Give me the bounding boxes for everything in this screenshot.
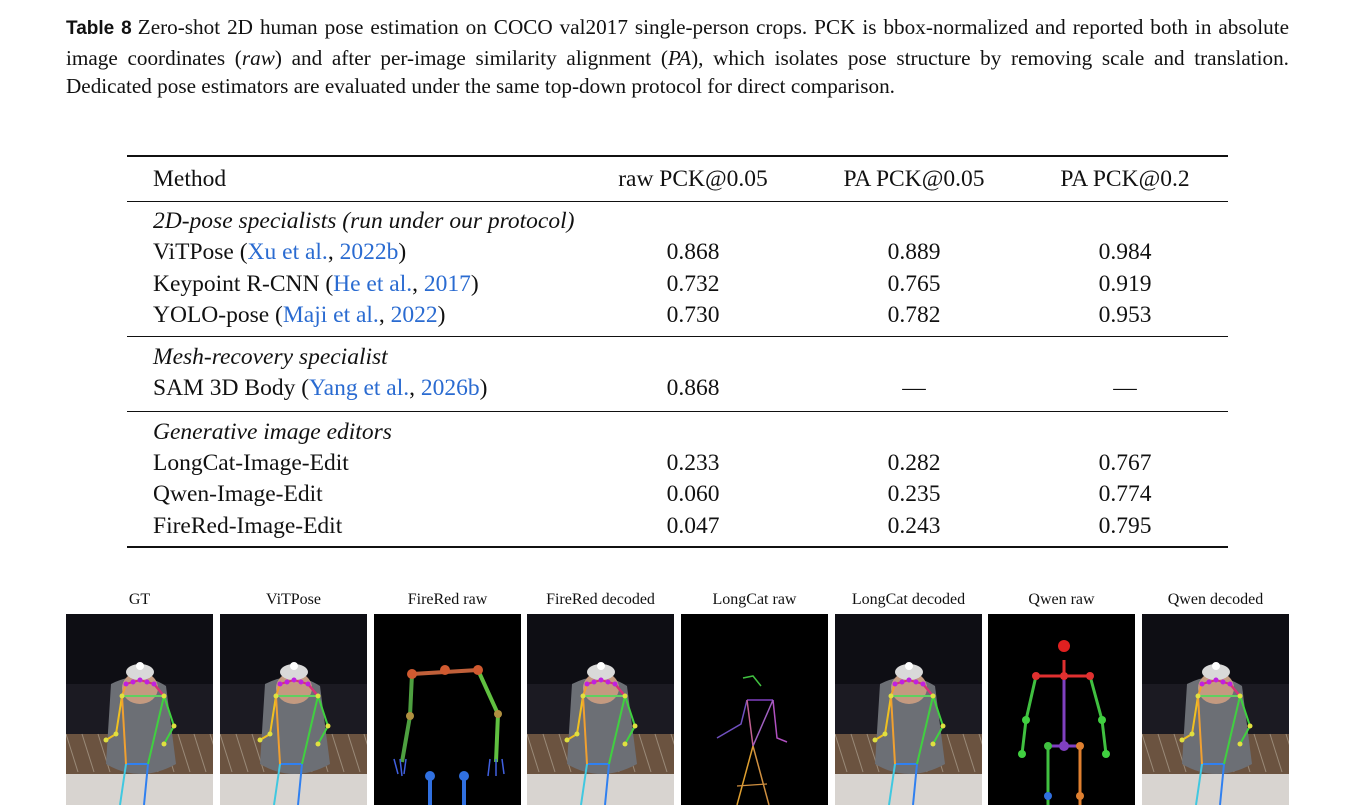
group-title-text: 2D-pose specialists (run under our proto… bbox=[153, 208, 575, 234]
panel-image-qwen-decoded bbox=[1142, 614, 1289, 805]
table-row-longcat: LongCat-Image-Edit 0.233 0.282 0.767 bbox=[127, 448, 1228, 479]
panel-title: LongCat decoded bbox=[851, 591, 966, 608]
value-cell: 0.732 bbox=[666, 270, 720, 297]
table-row-firered: FireRed-Image-Edit 0.047 0.243 0.795 bbox=[127, 511, 1228, 542]
table-header-row: Method raw PCK@0.05 PA PCK@0.05 PA PCK@0… bbox=[127, 157, 1228, 201]
panel-title: Qwen raw bbox=[1028, 591, 1095, 608]
value-cell: 0.765 bbox=[887, 270, 941, 297]
citation-author-link[interactable]: Maji et al. bbox=[282, 301, 379, 328]
panel-title: FireRed raw bbox=[407, 591, 488, 608]
table-row-yolo-pose: YOLO-pose (Maji et al., 2022) 0.730 0.78… bbox=[127, 300, 1228, 331]
pose-figure-row: GT ViTPose FireRed raw FireRed decoded L… bbox=[66, 588, 1290, 805]
citation-year-link[interactable]: 2022b bbox=[339, 239, 399, 266]
group-title-text: Generative image editors bbox=[153, 418, 392, 445]
value-cell: 0.868 bbox=[666, 375, 720, 402]
value-cell: 0.953 bbox=[1098, 301, 1152, 328]
table-top-rule bbox=[127, 155, 1228, 157]
panel-image-firered-raw bbox=[374, 614, 521, 805]
citation-author-link[interactable]: Xu et al. bbox=[247, 239, 328, 266]
table-row-qwen: Qwen-Image-Edit 0.060 0.235 0.774 bbox=[127, 479, 1228, 510]
header-raw-pck-005: raw PCK@0.05 bbox=[618, 166, 768, 192]
group-title-text: Mesh-recovery specialist bbox=[153, 344, 388, 371]
citation-year-link[interactable]: 2017 bbox=[423, 270, 471, 297]
panel-gt: GT bbox=[66, 588, 213, 805]
method-name: SAM 3D Body bbox=[153, 375, 296, 402]
panel-image-longcat-raw bbox=[681, 614, 828, 805]
caption-pa-term: PA bbox=[667, 45, 692, 70]
method-name: Keypoint R-CNN bbox=[153, 270, 320, 297]
panel-firered-raw: FireRed raw bbox=[374, 588, 521, 805]
panel-title: Qwen decoded bbox=[1167, 591, 1264, 608]
panel-image-gt bbox=[66, 614, 213, 805]
value-cell: 0.984 bbox=[1098, 239, 1152, 266]
group-separator-rule bbox=[127, 336, 1228, 338]
group-title-generative-editors: Generative image editors bbox=[127, 417, 1228, 448]
value-cell-dash: — bbox=[902, 375, 926, 402]
citation-year-link[interactable]: 2026b bbox=[420, 375, 480, 402]
panel-title: LongCat raw bbox=[712, 591, 797, 608]
table-label: Table 8 bbox=[66, 18, 132, 39]
panel-title: GT bbox=[128, 591, 151, 608]
panel-image-longcat-decoded bbox=[835, 614, 982, 805]
value-cell: 0.233 bbox=[666, 450, 720, 477]
panel-vitpose: ViTPose bbox=[220, 588, 367, 805]
panel-title: FireRed decoded bbox=[546, 591, 655, 608]
method-cell: Keypoint R-CNN (He et al., 2017) bbox=[153, 270, 479, 297]
value-cell: 0.235 bbox=[887, 481, 941, 508]
value-cell: 0.730 bbox=[666, 301, 720, 328]
citation-year-link[interactable]: 2022 bbox=[390, 301, 438, 328]
results-table: Method raw PCK@0.05 PA PCK@0.05 PA PCK@0… bbox=[127, 155, 1228, 548]
panel-firered-decoded: FireRed decoded bbox=[527, 588, 674, 805]
citation-author-link[interactable]: He et al. bbox=[333, 270, 413, 297]
caption-text-2: ) and after per-image similarity alignme… bbox=[274, 45, 668, 70]
method-cell: SAM 3D Body (Yang et al., 2026b) bbox=[153, 375, 488, 402]
panel-title: ViTPose bbox=[265, 591, 322, 608]
caption-text-3: ), which isolates pose structure by remo… bbox=[66, 45, 1289, 99]
method-name: YOLO-pose bbox=[153, 301, 270, 328]
value-cell: 0.060 bbox=[666, 481, 720, 508]
value-cell: 0.889 bbox=[887, 239, 941, 266]
panel-longcat-decoded: LongCat decoded bbox=[835, 588, 982, 805]
table-row-vitpose: ViTPose (Xu et al., 2022b) 0.868 0.889 0… bbox=[127, 237, 1228, 268]
value-cell: 0.282 bbox=[887, 450, 941, 477]
group-title-mesh-recovery: Mesh-recovery specialist bbox=[127, 342, 1228, 373]
method-name: ViTPose bbox=[153, 239, 234, 266]
method-name: FireRed-Image-Edit bbox=[153, 512, 343, 539]
value-cell: 0.868 bbox=[666, 239, 720, 266]
method-cell: ViTPose (Xu et al., 2022b) bbox=[153, 239, 407, 266]
method-cell: YOLO-pose (Maji et al., 2022) bbox=[153, 301, 446, 328]
value-cell: 0.774 bbox=[1098, 481, 1152, 508]
method-name: Qwen-Image-Edit bbox=[153, 481, 323, 508]
panel-qwen-decoded: Qwen decoded bbox=[1142, 588, 1289, 805]
method-name: LongCat-Image-Edit bbox=[153, 450, 349, 477]
group-title-pose-specialists: 2D-pose specialists (run under our proto… bbox=[127, 206, 1228, 237]
caption-raw-term: raw bbox=[241, 45, 275, 70]
value-cell: 0.767 bbox=[1098, 450, 1152, 477]
table-caption: Table 8 Zero-shot 2D human pose estimatio… bbox=[66, 13, 1289, 101]
table-row-sam-3d-body: SAM 3D Body (Yang et al., 2026b) 0.868 —… bbox=[127, 373, 1228, 404]
panel-qwen-raw: Qwen raw bbox=[988, 588, 1135, 805]
header-pa-pck-02: PA PCK@0.2 bbox=[1060, 166, 1190, 192]
table-row-keypoint-rcnn: Keypoint R-CNN (He et al., 2017) 0.732 0… bbox=[127, 269, 1228, 300]
group-separator-rule bbox=[127, 410, 1228, 412]
table-header-rule bbox=[127, 201, 1228, 202]
citation-author-link[interactable]: Yang et al. bbox=[309, 375, 410, 402]
value-cell: 0.795 bbox=[1098, 512, 1152, 539]
header-method: Method bbox=[153, 166, 227, 192]
caption-text-1: Zero-shot 2D human pose estimation on CO… bbox=[66, 15, 1289, 70]
header-pa-pck-005: PA PCK@0.05 bbox=[843, 166, 985, 192]
table-bottom-rule bbox=[127, 545, 1228, 548]
panel-image-firered-decoded bbox=[527, 614, 674, 805]
value-cell: 0.782 bbox=[887, 301, 941, 328]
value-cell: 0.047 bbox=[666, 512, 720, 539]
panel-image-vitpose bbox=[220, 614, 367, 805]
panel-image-qwen-raw bbox=[988, 614, 1135, 805]
panel-longcat-raw: LongCat raw bbox=[681, 588, 828, 805]
value-cell-dash: — bbox=[1113, 375, 1137, 402]
value-cell: 0.919 bbox=[1098, 270, 1152, 297]
value-cell: 0.243 bbox=[887, 512, 941, 539]
